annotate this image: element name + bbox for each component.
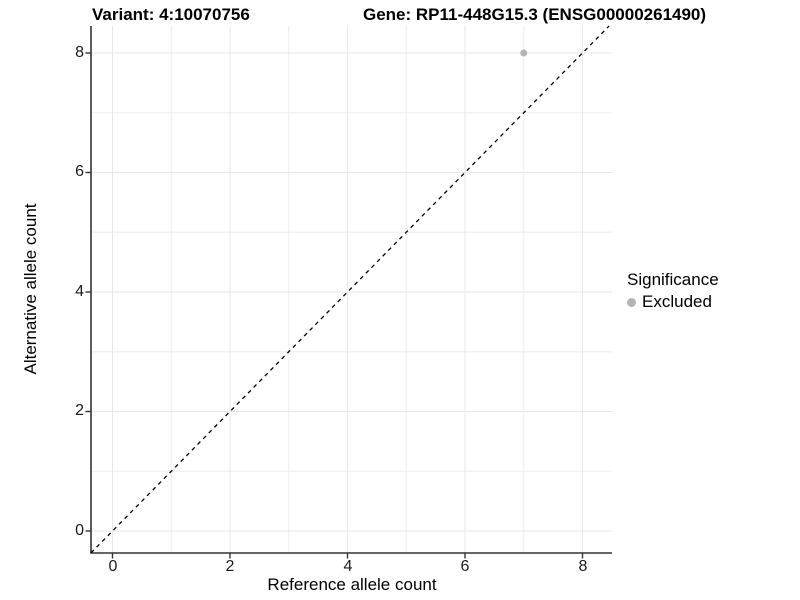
- y-axis-title: Alternative allele count: [21, 203, 40, 375]
- x-tick-label-2: 2: [225, 558, 235, 575]
- y-tick-label-2: 2: [75, 402, 84, 419]
- y-tick-label-6: 6: [75, 163, 84, 180]
- y-tick-label-4: 4: [75, 283, 84, 300]
- x-axis-title: Reference allele count: [267, 575, 437, 594]
- y-tick-label-0: 0: [75, 522, 84, 539]
- x-tick-label-6: 6: [460, 558, 470, 575]
- legend: Significance Excluded: [627, 270, 719, 312]
- legend-item-label: Excluded: [642, 292, 712, 311]
- x-tick-label-0: 0: [108, 558, 118, 575]
- gene-title: Gene: RP11-448G15.3 (ENSG00000261490): [363, 5, 707, 24]
- legend-title: Significance: [627, 270, 719, 289]
- y-tick-label-8: 8: [75, 44, 84, 61]
- variant-title: Variant: 4:10070756: [92, 5, 250, 24]
- excluded-point-icon: [627, 297, 636, 307]
- legend-item-excluded: Excluded: [627, 292, 719, 312]
- x-tick-label-8: 8: [578, 558, 588, 575]
- x-tick-label-4: 4: [343, 558, 353, 575]
